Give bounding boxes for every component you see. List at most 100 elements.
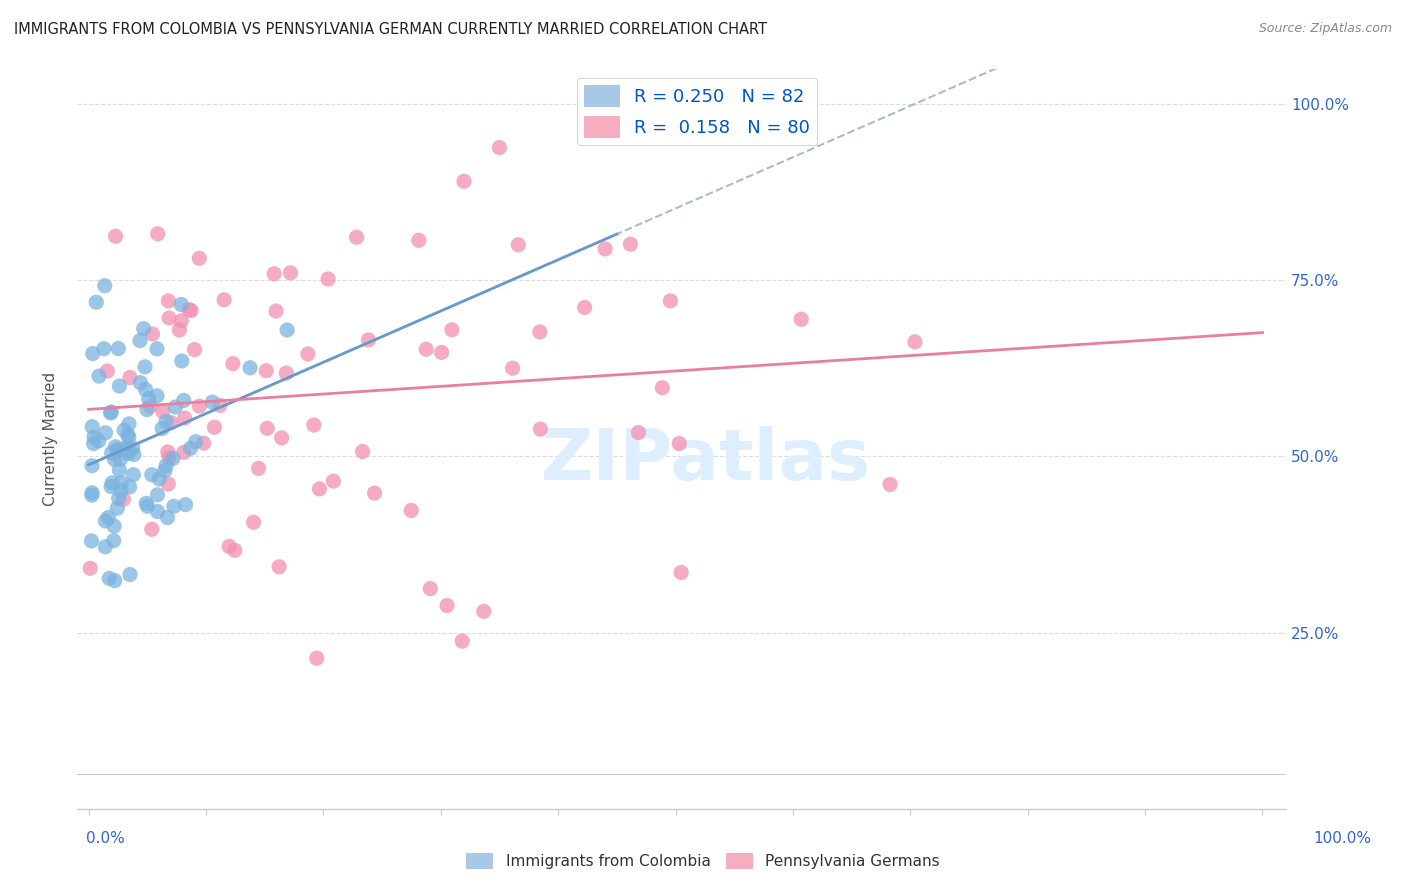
- Point: [156, 510, 179, 524]
- Point: [308, 482, 330, 496]
- Point: [100, 405, 122, 419]
- Point: [173, 445, 195, 459]
- Point: [669, 566, 692, 580]
- Point: [103, 533, 125, 548]
- Point: [297, 347, 319, 361]
- Point: [316, 272, 339, 286]
- Point: [193, 436, 215, 450]
- Point: [174, 498, 197, 512]
- Point: [184, 434, 207, 449]
- Point: [93, 342, 115, 356]
- Point: [157, 310, 180, 325]
- Point: [529, 422, 551, 436]
- Legend: R = 0.250   N = 82, R =  0.158   N = 80: R = 0.250 N = 82, R = 0.158 N = 80: [576, 78, 817, 145]
- Point: [488, 140, 510, 154]
- Point: [173, 393, 195, 408]
- Point: [117, 446, 139, 460]
- Point: [80, 485, 103, 500]
- Point: [103, 452, 125, 467]
- Point: [264, 304, 287, 318]
- Point: [118, 567, 141, 582]
- Point: [173, 411, 195, 425]
- Point: [179, 442, 201, 456]
- Point: [108, 463, 131, 477]
- Point: [107, 342, 129, 356]
- Point: [156, 445, 179, 459]
- Point: [146, 342, 169, 356]
- Point: [170, 297, 193, 311]
- Point: [146, 488, 169, 502]
- Point: [160, 416, 183, 430]
- Y-axis label: Currently Married: Currently Married: [44, 372, 58, 506]
- Legend: Immigrants from Colombia, Pennsylvania Germans: Immigrants from Colombia, Pennsylvania G…: [460, 847, 946, 875]
- Point: [105, 501, 128, 516]
- Point: [98, 571, 121, 585]
- Point: [94, 540, 117, 554]
- Point: [93, 278, 115, 293]
- Point: [155, 414, 177, 428]
- Point: [83, 430, 105, 444]
- Point: [118, 430, 141, 444]
- Point: [153, 464, 176, 478]
- Point: [436, 599, 458, 613]
- Point: [83, 436, 105, 450]
- Point: [115, 440, 138, 454]
- Point: [122, 448, 145, 462]
- Point: [108, 379, 131, 393]
- Point: [651, 381, 673, 395]
- Point: [80, 488, 103, 502]
- Point: [322, 474, 344, 488]
- Point: [472, 604, 495, 618]
- Point: [666, 128, 689, 142]
- Point: [879, 477, 901, 491]
- Point: [112, 492, 135, 507]
- Point: [87, 369, 110, 384]
- Point: [453, 174, 475, 188]
- Point: [101, 475, 124, 490]
- Point: [104, 440, 127, 454]
- Point: [107, 443, 129, 458]
- Point: [134, 383, 156, 397]
- Point: [104, 229, 127, 244]
- Point: [94, 425, 117, 440]
- Point: [112, 442, 135, 457]
- Point: [129, 376, 152, 390]
- Point: [430, 345, 453, 359]
- Point: [269, 559, 291, 574]
- Point: [170, 314, 193, 328]
- Point: [790, 312, 813, 326]
- Point: [593, 242, 616, 256]
- Point: [104, 574, 127, 588]
- Point: [270, 431, 292, 445]
- Point: [627, 425, 650, 440]
- Point: [118, 444, 141, 458]
- Point: [263, 267, 285, 281]
- Point: [141, 326, 163, 341]
- Point: [138, 392, 160, 406]
- Point: [146, 505, 169, 519]
- Text: ZIPatlas: ZIPatlas: [540, 426, 870, 495]
- Point: [508, 237, 530, 252]
- Point: [305, 651, 328, 665]
- Point: [80, 458, 103, 473]
- Point: [80, 533, 103, 548]
- Point: [100, 446, 122, 460]
- Point: [659, 293, 682, 308]
- Point: [256, 421, 278, 435]
- Point: [87, 434, 110, 448]
- Point: [183, 343, 205, 357]
- Point: [107, 491, 129, 506]
- Point: [162, 451, 184, 466]
- Point: [529, 325, 551, 339]
- Point: [110, 483, 132, 498]
- Point: [502, 361, 524, 376]
- Point: [150, 421, 173, 435]
- Point: [103, 519, 125, 533]
- Point: [105, 442, 128, 457]
- Point: [152, 404, 174, 418]
- Point: [136, 402, 159, 417]
- Point: [157, 293, 180, 308]
- Point: [157, 477, 180, 491]
- Point: [415, 342, 437, 356]
- Point: [218, 539, 240, 553]
